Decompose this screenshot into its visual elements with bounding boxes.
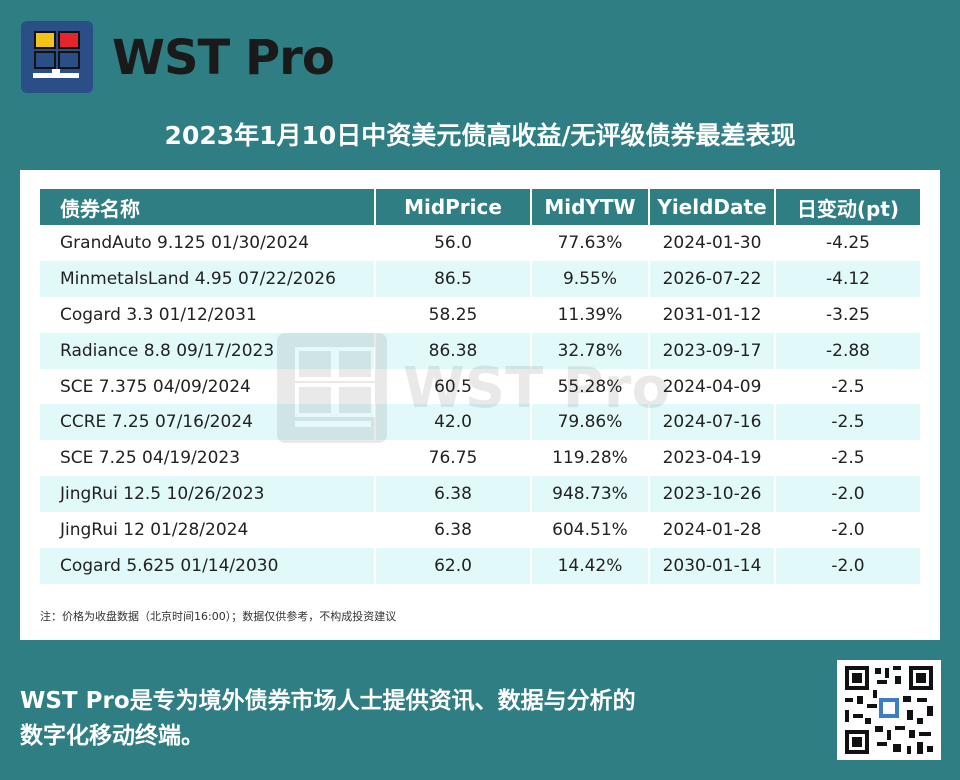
table-card: 债券名称 MidPrice MidYTW YieldDate 日变动(pt) G… — [20, 170, 940, 640]
cell-daily-change: -2.5 — [831, 376, 865, 397]
cell-bond-name: JingRui 12.5 10/26/2023 — [40, 476, 376, 513]
wst-logo-icon — [21, 21, 93, 93]
cell-bond-name: JingRui 12 01/28/2024 — [40, 512, 376, 549]
cell-bond-name: CCRE 7.25 07/16/2024 — [40, 404, 376, 441]
header-mid-ytw: MidYTW — [531, 189, 650, 225]
cell-bond-name: Cogard 3.3 01/12/2031 — [40, 296, 376, 333]
cell-yield-date: 2023-04-19 — [649, 440, 776, 477]
table-row: SCE 7.375 04/09/2024 60.5 55.28% 2024-04… — [40, 368, 920, 405]
header-bond-name: 债券名称 — [40, 189, 376, 225]
cell-daily-change: -3.25 — [826, 304, 870, 325]
brand-name: WST Pro — [112, 30, 335, 86]
cell-mid-ytw: 9.55% — [531, 260, 650, 297]
cell-daily-change: -4.12 — [775, 260, 920, 297]
cell-yield-date: 2023-09-17 — [649, 332, 776, 369]
cell-mid-price: 58.25 — [375, 296, 532, 333]
cell-daily-change: -2.0 — [775, 476, 920, 513]
cell-bond-name: Radiance 8.8 09/17/2023 — [40, 332, 376, 369]
table-row: MinmetalsLand 4.95 07/22/2026 86.5 9.55%… — [40, 260, 920, 297]
cell-daily-change: -2.5 — [775, 404, 920, 441]
header-mid-price: MidPrice — [375, 189, 532, 225]
table-row: Cogard 5.625 01/14/2030 62.0 14.42% 2030… — [40, 548, 920, 584]
cell-bond-name: SCE 7.25 04/19/2023 — [40, 440, 376, 477]
footer-description: WST Pro是专为境外债券市场人士提供资讯、数据与分析的 数字化移动终端。 — [20, 684, 800, 754]
cell-bond-name: MinmetalsLand 4.95 07/22/2026 — [40, 260, 376, 297]
cell-mid-price: 6.38 — [375, 512, 532, 549]
table-row: Cogard 3.3 01/12/2031 58.25 11.39% 2031-… — [40, 296, 920, 333]
page-title: 2023年1月10日中资美元债高收益/无评级债券最差表现 — [164, 121, 796, 150]
cell-mid-ytw: 77.63% — [531, 225, 650, 261]
table-row: SCE 7.25 04/19/2023 76.75 119.28% 2023-0… — [40, 440, 920, 477]
cell-bond-name: Cogard 5.625 01/14/2030 — [40, 548, 376, 584]
table-header-row: 债券名称 MidPrice MidYTW YieldDate 日变动(pt) — [40, 189, 920, 225]
cell-yield-date: 2023-10-26 — [649, 476, 776, 513]
bond-table: 债券名称 MidPrice MidYTW YieldDate 日变动(pt) G… — [40, 189, 920, 584]
header-yield-date: YieldDate — [649, 189, 776, 225]
cell-daily-change: -2.88 — [775, 332, 920, 369]
cell-bond-name: GrandAuto 9.125 01/30/2024 — [40, 225, 376, 261]
cell-bond-name: SCE 7.375 04/09/2024 — [40, 368, 376, 405]
cell-mid-ytw: 79.86% — [531, 404, 650, 441]
footer-line-1: WST Pro是专为境外债券市场人士提供资讯、数据与分析的 — [20, 688, 636, 714]
cell-mid-ytw: 11.39% — [531, 296, 650, 333]
cell-yield-date: 2024-04-09 — [649, 368, 776, 405]
cell-mid-ytw: 14.42% — [531, 548, 650, 584]
cell-daily-change: -2.0 — [831, 520, 865, 541]
disclaimer-note: 注：价格为收盘数据（北京时间16:00）；数据仅供参考，不构成投资建议 — [40, 610, 397, 623]
cell-mid-price: 60.5 — [375, 368, 532, 405]
cell-yield-date: 2030-01-14 — [649, 548, 776, 584]
table-row: Radiance 8.8 09/17/2023 86.38 32.78% 202… — [40, 332, 920, 369]
cell-mid-price: 42.0 — [375, 404, 532, 441]
cell-mid-price: 86.38 — [375, 332, 532, 369]
cell-mid-price: 62.0 — [375, 548, 532, 584]
cell-yield-date: 2024-07-16 — [649, 404, 776, 441]
table-row: GrandAuto 9.125 01/30/2024 56.0 77.63% 2… — [40, 225, 920, 261]
cell-mid-price: 56.0 — [375, 225, 532, 261]
cell-yield-date: 2026-07-22 — [649, 260, 776, 297]
cell-daily-change: -2.5 — [831, 448, 865, 469]
table-row: JingRui 12 01/28/2024 6.38 604.51% 2024-… — [40, 512, 920, 549]
cell-yield-date: 2024-01-30 — [649, 225, 776, 261]
cell-mid-ytw: 948.73% — [531, 476, 650, 513]
cell-mid-ytw: 604.51% — [531, 512, 650, 549]
cell-daily-change: -4.25 — [826, 232, 870, 253]
cell-mid-price: 76.75 — [375, 440, 532, 477]
cell-mid-price: 86.5 — [375, 260, 532, 297]
footer-line-2: 数字化移动终端。 — [20, 723, 204, 749]
cell-mid-ytw: 119.28% — [531, 440, 650, 477]
cell-mid-ytw: 55.28% — [531, 368, 650, 405]
cell-mid-ytw: 32.78% — [531, 332, 650, 369]
header-daily-change: 日变动(pt) — [775, 189, 920, 225]
qr-code-icon — [837, 660, 941, 760]
cell-yield-date: 2031-01-12 — [649, 296, 776, 333]
cell-daily-change: -2.0 — [775, 548, 920, 584]
table-row: JingRui 12.5 10/26/2023 6.38 948.73% 202… — [40, 476, 920, 513]
table-row: CCRE 7.25 07/16/2024 42.0 79.86% 2024-07… — [40, 404, 920, 441]
cell-mid-price: 6.38 — [375, 476, 532, 513]
cell-yield-date: 2024-01-28 — [649, 512, 776, 549]
